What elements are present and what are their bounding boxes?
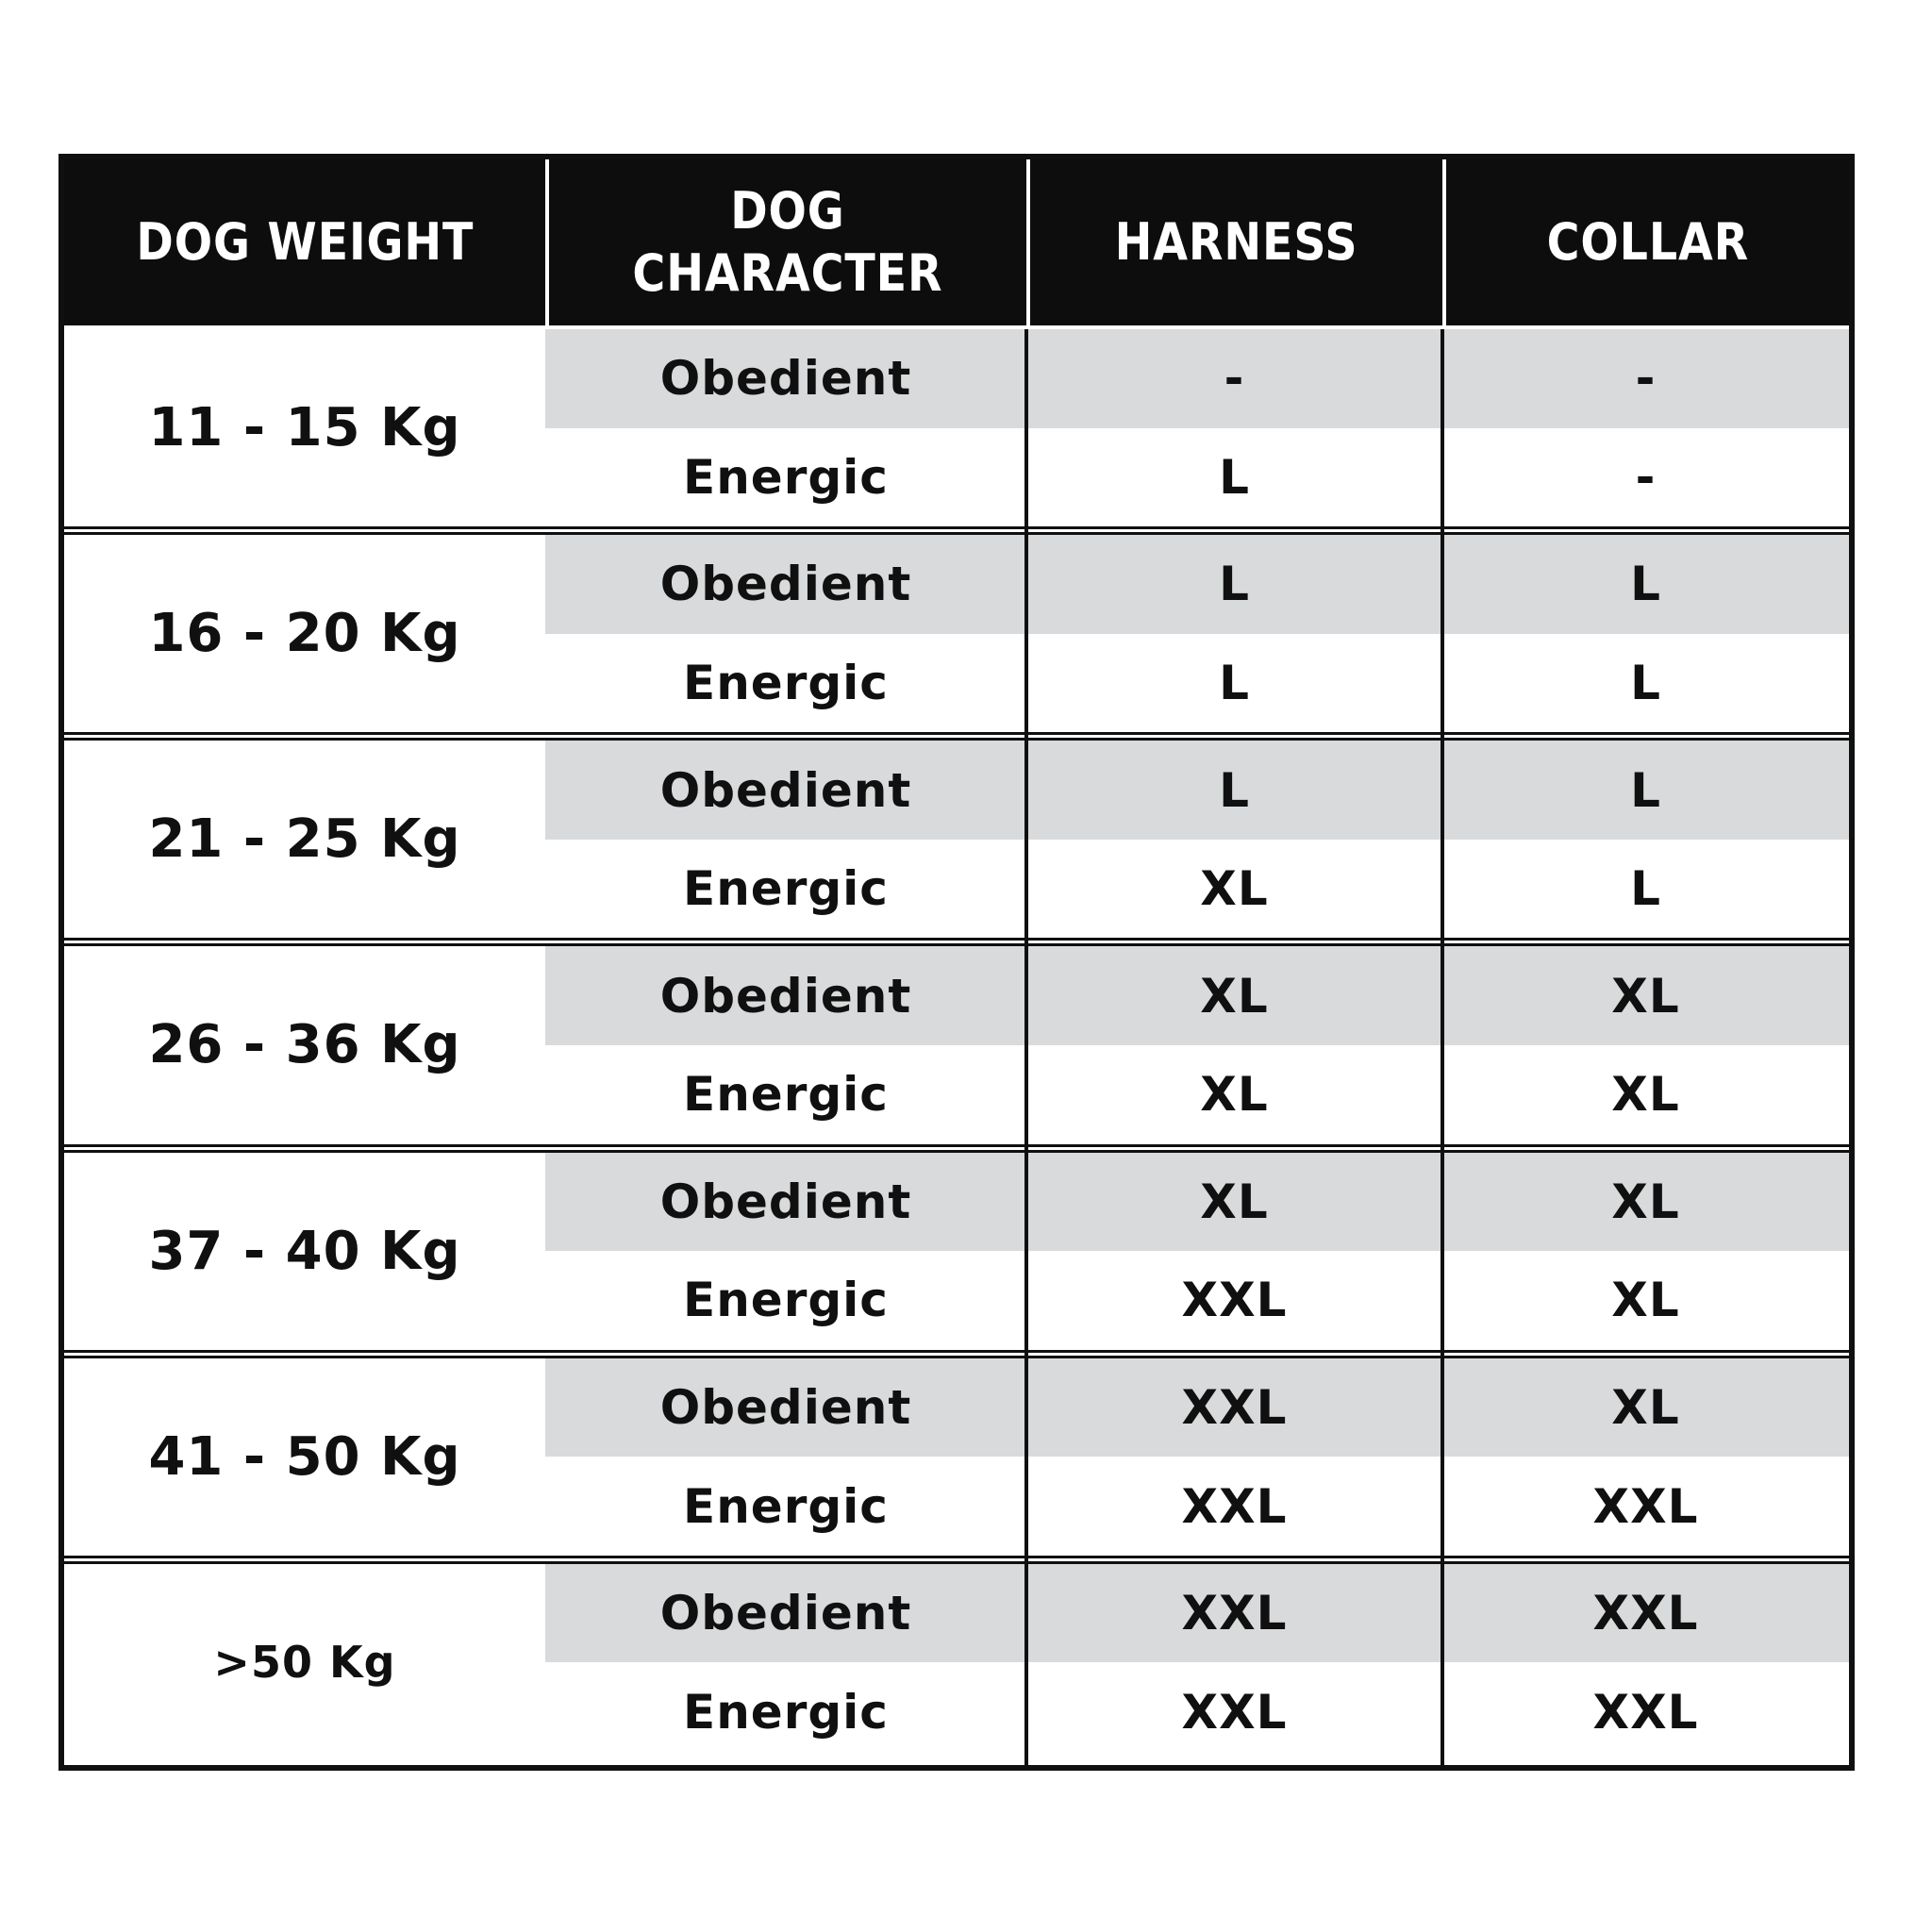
group-rows: Obedient XXL XL Energic XXL XXL — [545, 1357, 1849, 1556]
column-divider-character-harness — [1024, 329, 1028, 1765]
harness-value-cell: XXL — [1181, 1684, 1288, 1740]
harness-value-cell: L — [1219, 557, 1250, 612]
harness-value-cell: XL — [1200, 1067, 1269, 1123]
harness-value-cell: XXL — [1181, 1273, 1288, 1328]
table-row-obedient: Obedient XL XL — [545, 946, 1849, 1045]
character-value-cell: Energic — [683, 1478, 889, 1534]
weight-cell: 16 - 20 Kg — [148, 603, 461, 665]
character-value-cell: Obedient — [659, 1174, 912, 1229]
weight-group: 16 - 20 Kg Obedient L L Energic L L — [64, 526, 1849, 733]
character-value-cell: Energic — [683, 1684, 889, 1740]
weight-cell: >50 Kg — [213, 1637, 396, 1689]
weight-cell: 41 - 50 Kg — [148, 1425, 461, 1488]
collar-value-cell: XXL — [1592, 1684, 1699, 1740]
header-cell-character: DOG CHARACTER — [545, 159, 1026, 325]
harness-value-cell: XXL — [1181, 1379, 1288, 1435]
weight-cell: 26 - 36 Kg — [148, 1014, 461, 1076]
weight-group: 41 - 50 Kg Obedient XXL XL Energic XXL XXL — [64, 1349, 1849, 1556]
table-row-energic: Energic XXL XXL — [545, 1662, 1849, 1761]
table-row-obedient: Obedient XXL XXL — [545, 1563, 1849, 1663]
character-value-cell: Obedient — [659, 762, 912, 818]
character-value-cell: Energic — [683, 861, 889, 917]
weight-cell: 21 - 25 Kg — [148, 808, 461, 871]
header-cell-weight: DOG WEIGHT — [64, 159, 545, 325]
group-rows: Obedient XL XL Energic XL XL — [545, 946, 1849, 1144]
header-cell-collar: COLLAR — [1442, 159, 1849, 325]
collar-value-cell: - — [1635, 449, 1657, 505]
collar-value-cell: L — [1630, 762, 1661, 818]
group-rows: Obedient - - Energic L - — [545, 329, 1849, 527]
collar-value-cell: L — [1630, 557, 1661, 612]
header-label-weight: DOG WEIGHT — [136, 212, 474, 273]
collar-value-cell: XXL — [1592, 1586, 1699, 1641]
collar-value-cell: XL — [1611, 968, 1680, 1024]
weight-cell: 11 - 15 Kg — [148, 397, 461, 459]
table-row-obedient: Obedient L L — [545, 741, 1849, 840]
collar-value-cell: XL — [1611, 1067, 1680, 1123]
table-body: 11 - 15 Kg Obedient - - Energic L - 16 - 20 Kg O… — [64, 329, 1849, 1761]
header-label-collar: COLLAR — [1546, 212, 1749, 273]
harness-value-cell: L — [1219, 656, 1250, 710]
group-rows: Obedient L L Energic L L — [545, 535, 1849, 733]
header-label-character: DOG CHARACTER — [632, 181, 943, 303]
weight-group: 11 - 15 Kg Obedient - - Energic L - — [64, 329, 1849, 527]
character-value-cell: Obedient — [659, 351, 912, 407]
table-row-energic: Energic L - — [545, 427, 1849, 527]
table-row-energic: Energic XXL XXL — [545, 1457, 1849, 1556]
character-value-cell: Obedient — [659, 557, 912, 612]
weight-group: >50 Kg Obedient XXL XXL Energic XXL XXL — [64, 1555, 1849, 1761]
collar-value-cell: XXL — [1592, 1478, 1699, 1534]
table-row-energic: Energic L L — [545, 633, 1849, 733]
collar-value-cell: L — [1630, 656, 1661, 710]
harness-value-cell: L — [1219, 449, 1250, 505]
weight-group: 21 - 25 Kg Obedient L L Energic XL L — [64, 732, 1849, 939]
harness-value-cell: - — [1224, 351, 1245, 407]
harness-value-cell: XXL — [1181, 1478, 1288, 1534]
character-value-cell: Energic — [683, 656, 889, 710]
character-value-cell: Obedient — [659, 1586, 912, 1641]
character-value-cell: Energic — [683, 449, 889, 505]
table-header-row: DOG WEIGHT DOG CHARACTER HARNESS COLLAR — [64, 159, 1849, 329]
character-value-cell: Obedient — [659, 968, 912, 1024]
table-row-obedient: Obedient L L — [545, 535, 1849, 634]
group-rows: Obedient XL XL Energic XXL XL — [545, 1152, 1849, 1350]
collar-value-cell: XL — [1611, 1379, 1680, 1435]
collar-value-cell: - — [1635, 351, 1657, 407]
collar-value-cell: XL — [1611, 1273, 1680, 1328]
harness-value-cell: L — [1219, 762, 1250, 818]
dog-size-chart-table: DOG WEIGHT DOG CHARACTER HARNESS COLLAR 11 … — [58, 154, 1855, 1771]
harness-value-cell: XXL — [1181, 1586, 1288, 1641]
group-rows: Obedient XXL XXL Energic XXL XXL — [545, 1563, 1849, 1761]
table-row-energic: Energic XXL XL — [545, 1251, 1849, 1350]
table-row-obedient: Obedient XXL XL — [545, 1357, 1849, 1457]
table-row-energic: Energic XL L — [545, 839, 1849, 939]
table-row-energic: Energic XL XL — [545, 1045, 1849, 1144]
character-value-cell: Energic — [683, 1067, 889, 1123]
character-value-cell: Obedient — [659, 1379, 912, 1435]
weight-group: 37 - 40 Kg Obedient XL XL Energic XXL XL — [64, 1143, 1849, 1350]
harness-value-cell: XL — [1200, 968, 1269, 1024]
header-cell-harness: HARNESS — [1026, 159, 1442, 325]
table-row-obedient: Obedient - - — [545, 329, 1849, 428]
character-value-cell: Energic — [683, 1273, 889, 1328]
harness-value-cell: XL — [1200, 1174, 1269, 1229]
group-rows: Obedient L L Energic XL L — [545, 741, 1849, 939]
column-divider-harness-collar — [1441, 329, 1444, 1765]
weight-cell: 37 - 40 Kg — [148, 1220, 461, 1282]
weight-group: 26 - 36 Kg Obedient XL XL Energic XL XL — [64, 938, 1849, 1144]
collar-value-cell: XL — [1611, 1174, 1680, 1229]
harness-value-cell: XL — [1200, 861, 1269, 917]
header-label-harness: HARNESS — [1114, 212, 1358, 273]
table-row-obedient: Obedient XL XL — [545, 1152, 1849, 1252]
collar-value-cell: L — [1630, 861, 1661, 917]
